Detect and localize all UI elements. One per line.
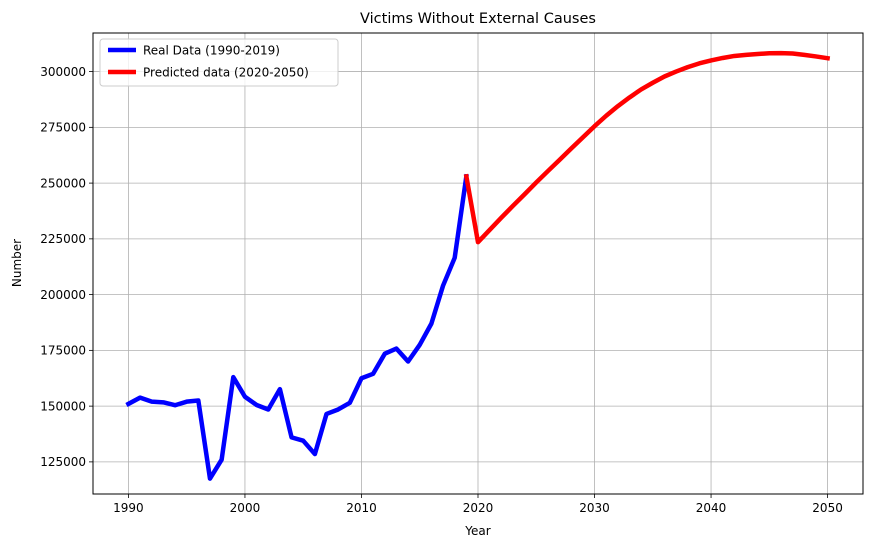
- x-tick-label: 2050: [812, 501, 843, 515]
- series-lines: [125, 50, 831, 481]
- x-tick-label: 2040: [696, 501, 727, 515]
- series-line-0: [125, 173, 469, 481]
- x-axis-label: Year: [464, 524, 490, 538]
- y-tick-label: 275000: [40, 121, 86, 135]
- y-tick-label: 250000: [40, 176, 86, 190]
- series-line-1: [463, 50, 831, 245]
- y-tick-label: 200000: [40, 288, 86, 302]
- y-tick-label: 300000: [40, 65, 86, 79]
- y-axis-label: Number: [10, 239, 24, 287]
- x-tick-label: 2000: [230, 501, 261, 515]
- chart-title: Victims Without External Causes: [360, 11, 596, 27]
- legend-box: [99, 38, 339, 87]
- y-tick-label: 125000: [40, 455, 86, 469]
- x-tick-label: 2030: [579, 501, 610, 515]
- y-axis-ticks: 125000 150000 175000 200000 225000 250000 2750…: [40, 65, 93, 469]
- y-tick-label: 175000: [40, 344, 86, 358]
- legend: Real Data (1990-2019) Predicted data (20…: [99, 38, 339, 87]
- x-tick-label: 2010: [346, 501, 377, 515]
- y-tick-label: 225000: [40, 232, 86, 246]
- legend-label-predicted: Predicted data (2020-2050): [143, 66, 309, 80]
- x-axis-ticks: 1990 2000 2010 2020 2030 2040 2050: [113, 494, 843, 515]
- x-tick-label: 1990: [113, 501, 144, 515]
- y-tick-label: 150000: [40, 399, 86, 413]
- x-tick-label: 2020: [463, 501, 494, 515]
- legend-label-real: Real Data (1990-2019): [143, 44, 280, 58]
